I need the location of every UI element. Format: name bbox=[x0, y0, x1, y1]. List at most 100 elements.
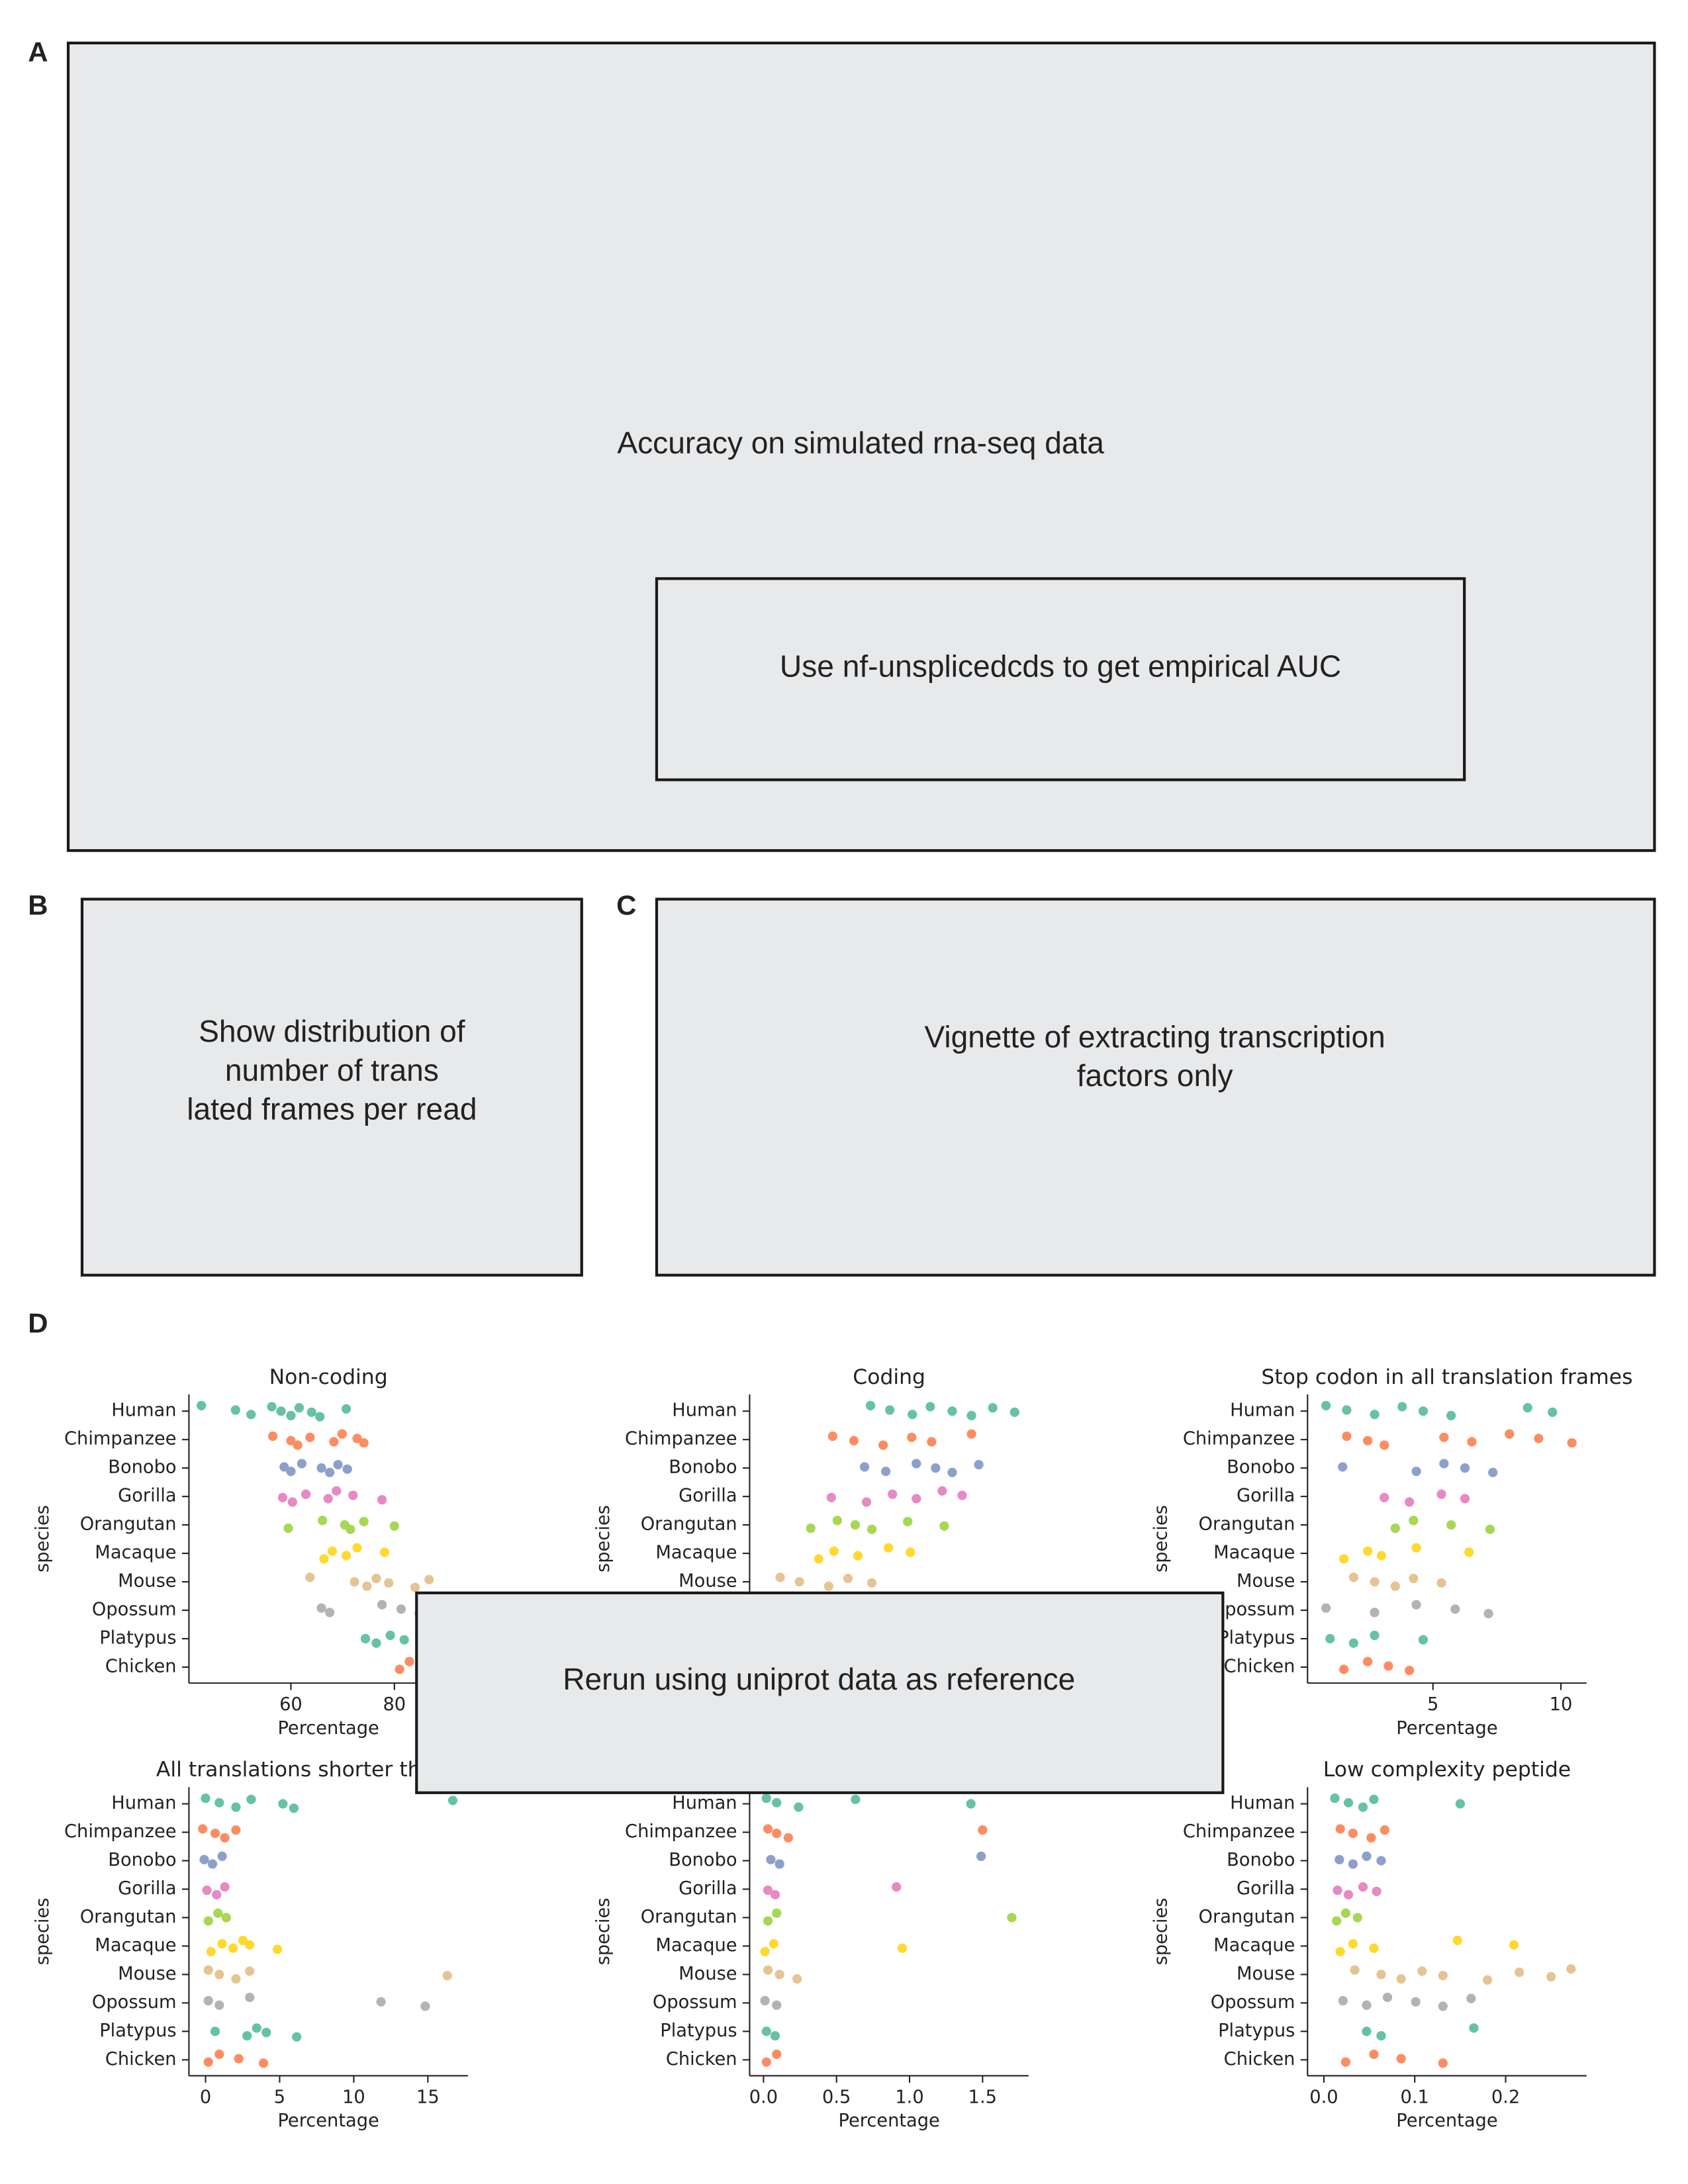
point bbox=[442, 1970, 452, 1981]
point bbox=[283, 1524, 293, 1533]
point bbox=[203, 2057, 213, 2067]
point bbox=[231, 1974, 241, 1984]
point bbox=[203, 1965, 213, 1975]
point bbox=[207, 1859, 218, 1869]
point bbox=[1321, 1400, 1331, 1410]
point bbox=[772, 1829, 782, 1839]
point bbox=[316, 1603, 326, 1613]
point bbox=[198, 1824, 208, 1834]
x-axis-label: Percentage bbox=[838, 2111, 939, 2131]
point bbox=[293, 1440, 303, 1450]
point bbox=[814, 1554, 823, 1564]
point bbox=[238, 1935, 248, 1946]
y-tick-label: Bonobo bbox=[108, 1457, 176, 1478]
point bbox=[761, 2057, 771, 2067]
point bbox=[377, 1495, 387, 1505]
point bbox=[212, 1889, 222, 1899]
point bbox=[1411, 1997, 1421, 2007]
point bbox=[884, 1543, 894, 1553]
point bbox=[1438, 2001, 1448, 2011]
point bbox=[1370, 1410, 1380, 1420]
point bbox=[1523, 1403, 1532, 1413]
point bbox=[769, 1938, 778, 1949]
x-tick-label: 5 bbox=[274, 2087, 285, 2108]
panel-a-inner-text: Use nf-unsplicedcds to get empirical AUC bbox=[780, 649, 1341, 684]
y-tick-label: Chicken bbox=[105, 1657, 177, 1677]
point bbox=[859, 1462, 870, 1472]
point bbox=[1438, 2058, 1448, 2068]
point bbox=[350, 1576, 359, 1587]
point bbox=[885, 1405, 895, 1415]
y-tick-label: Human bbox=[111, 1400, 176, 1421]
point bbox=[947, 1467, 957, 1478]
point bbox=[301, 1489, 311, 1499]
point bbox=[242, 2030, 252, 2041]
point bbox=[1566, 1964, 1576, 1974]
point bbox=[424, 1574, 434, 1584]
point bbox=[297, 1459, 306, 1469]
point bbox=[199, 1854, 209, 1864]
point bbox=[1009, 1407, 1019, 1418]
point bbox=[258, 2058, 269, 2068]
point bbox=[937, 1486, 947, 1496]
point bbox=[294, 1403, 305, 1413]
point bbox=[1411, 1600, 1421, 1610]
point bbox=[1438, 1970, 1448, 1981]
point bbox=[246, 1794, 256, 1804]
point bbox=[213, 1908, 223, 1918]
point bbox=[826, 1492, 836, 1502]
point bbox=[760, 1995, 770, 2006]
point bbox=[1376, 1856, 1386, 1866]
point bbox=[1396, 2054, 1406, 2064]
point bbox=[1333, 1886, 1342, 1895]
panel-b-text: Show distribution of bbox=[199, 1014, 465, 1048]
point bbox=[1007, 1913, 1017, 1923]
point bbox=[197, 1400, 207, 1410]
x-tick-label: 0.0 bbox=[749, 2087, 778, 2108]
point bbox=[210, 1829, 220, 1839]
y-tick-label: Mouse bbox=[118, 1571, 176, 1592]
point bbox=[829, 1546, 839, 1556]
point bbox=[772, 2000, 782, 2010]
point bbox=[1348, 1938, 1358, 1949]
point bbox=[377, 1600, 387, 1610]
point bbox=[1335, 1854, 1344, 1864]
point bbox=[763, 1824, 773, 1834]
point bbox=[327, 1546, 338, 1556]
point bbox=[292, 2032, 302, 2042]
overlay-box bbox=[415, 1591, 1225, 1794]
point bbox=[1370, 1576, 1380, 1587]
point bbox=[1330, 1794, 1340, 1803]
point bbox=[966, 1799, 976, 1809]
point bbox=[1514, 1967, 1524, 1978]
point bbox=[906, 1547, 915, 1557]
x-tick-label: 10 bbox=[1550, 1694, 1573, 1715]
point bbox=[376, 1997, 386, 2007]
y-tick-label: Platypus bbox=[1218, 2021, 1295, 2041]
y-tick-label: Human bbox=[672, 1400, 737, 1421]
point bbox=[931, 1463, 941, 1473]
point bbox=[770, 2030, 780, 2041]
point bbox=[385, 1630, 395, 1641]
x-tick-label: 15 bbox=[416, 2087, 440, 2108]
point bbox=[384, 1578, 394, 1588]
point bbox=[1370, 1630, 1380, 1641]
y-tick-label: Gorilla bbox=[118, 1486, 176, 1506]
x-axis-label: Percentage bbox=[277, 1718, 379, 1739]
point bbox=[974, 1460, 984, 1470]
point bbox=[1382, 1992, 1393, 2003]
y-tick-label: Opossum bbox=[92, 1992, 177, 2013]
y-tick-label: Gorilla bbox=[1237, 1878, 1295, 1899]
y-tick-label: Chimpanzee bbox=[625, 1821, 737, 1842]
point bbox=[333, 1460, 343, 1470]
point bbox=[203, 1916, 213, 1926]
point bbox=[1404, 1497, 1415, 1507]
y-tick-label: Orangutan bbox=[641, 1514, 737, 1535]
point bbox=[1340, 1908, 1351, 1918]
y-axis-label: species bbox=[32, 1505, 53, 1572]
point bbox=[1404, 1665, 1415, 1676]
chart-title: Stop codon in all translation frames bbox=[1261, 1365, 1632, 1389]
point bbox=[1505, 1429, 1515, 1439]
point bbox=[210, 2026, 220, 2036]
point bbox=[1325, 1633, 1335, 1644]
